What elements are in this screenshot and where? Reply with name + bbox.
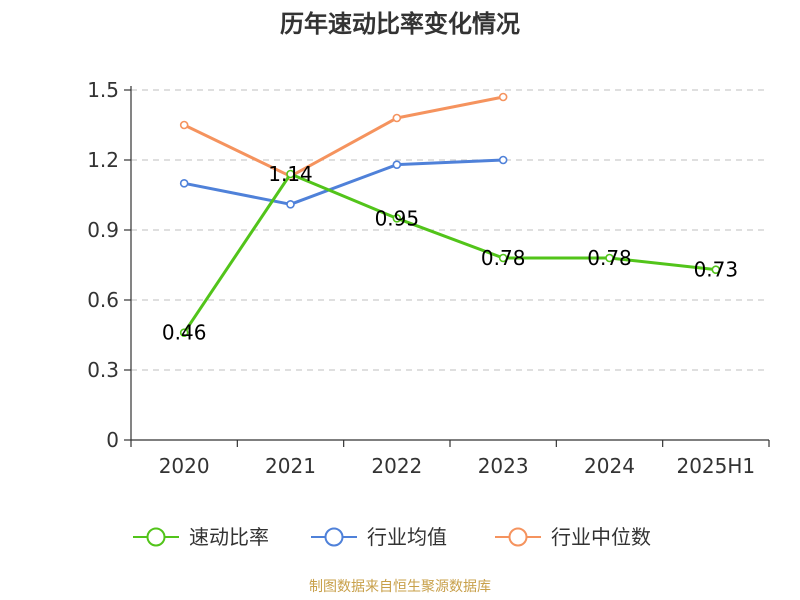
x-tick-label: 2024 — [584, 454, 635, 478]
legend-label: 速动比率 — [189, 525, 269, 549]
legend-item[interactable]: 速动比率 — [133, 525, 269, 549]
legend-item[interactable]: 行业均值 — [311, 525, 447, 549]
y-tick-label: 0.6 — [87, 288, 119, 312]
data-label: 0.73 — [694, 258, 739, 282]
legend[interactable]: 速动比率 行业均值 行业中位数 — [133, 525, 651, 549]
data-point[interactable] — [498, 253, 508, 263]
data-point[interactable] — [179, 179, 189, 188]
data-label: 1.14 — [268, 162, 313, 186]
legend-marker — [324, 527, 344, 547]
data-point[interactable] — [605, 253, 614, 263]
y-tick-label: 0.9 — [87, 218, 119, 242]
data-point[interactable] — [286, 169, 295, 179]
x-tick-label: 2025H1 — [676, 454, 755, 478]
data-point[interactable] — [392, 113, 402, 123]
legend-label: 行业中位数 — [551, 525, 651, 549]
axes: 0 0.3 0.6 0.9 1.2 1.5 2020 2021 2022 2023 2024 2025… — [87, 78, 770, 478]
grid — [131, 89, 769, 371]
data-point[interactable] — [286, 200, 295, 209]
data-point[interactable] — [179, 120, 189, 130]
series-line — [183, 158, 504, 206]
series-line — [182, 172, 716, 334]
x-tick-label: 2022 — [371, 454, 422, 478]
x-tick-label: 2021 — [265, 454, 316, 478]
y-tick-label: 0.3 — [87, 358, 119, 382]
data-point[interactable] — [498, 92, 508, 102]
data-label: 0.78 — [481, 246, 526, 270]
data-point[interactable] — [711, 265, 721, 274]
series-line — [183, 95, 504, 178]
y-tick-label: 1.5 — [87, 78, 119, 102]
data-point[interactable] — [179, 328, 189, 337]
data-label: 0.95 — [375, 206, 420, 230]
y-tick-label: 0 — [106, 428, 119, 452]
data-point[interactable] — [498, 155, 508, 165]
x-tick-label: 2020 — [159, 454, 210, 478]
data-point[interactable] — [392, 160, 402, 169]
x-tick-label: 2023 — [478, 454, 529, 478]
data-label: 0.46 — [162, 321, 207, 345]
data-label: 0.78 — [587, 246, 632, 270]
legend-marker — [508, 527, 528, 547]
legend-label: 行业均值 — [367, 525, 447, 549]
data-labels: 0.46 1.14 0.95 0.78 0.78 0.73 — [162, 162, 738, 345]
legend-item[interactable]: 行业中位数 — [495, 525, 651, 549]
source-note: 制图数据来自恒生聚源数据库 — [309, 579, 491, 595]
chart-title: 历年速动比率变化情况 — [280, 10, 520, 38]
series-group — [179, 92, 721, 337]
legend-marker — [146, 527, 166, 547]
y-tick-label: 1.2 — [87, 148, 119, 172]
data-point[interactable] — [392, 214, 402, 223]
